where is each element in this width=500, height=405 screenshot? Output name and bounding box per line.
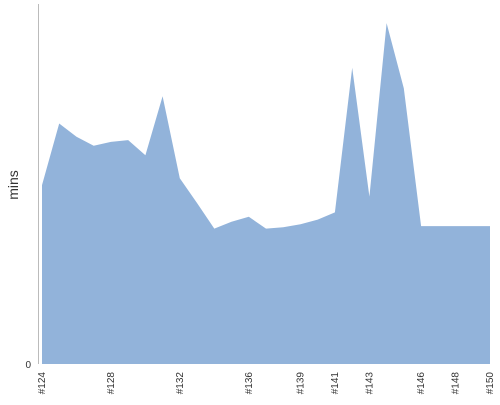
y-axis-title: mins: [5, 170, 21, 200]
area-layer: [42, 23, 490, 364]
area-series: [42, 23, 490, 364]
x-tick-label-8: #148: [451, 372, 462, 395]
x-axis-ticks: #124 #128 #132 #136 #139 #141 #143 #146 #148 #150: [37, 372, 496, 395]
x-tick-label-4: #139: [296, 372, 307, 395]
x-tick-label-5: #141: [330, 372, 341, 395]
x-tick-label-1: #128: [106, 372, 117, 395]
x-tick-label-7: #146: [416, 372, 427, 395]
x-tick-label-2: #132: [175, 372, 186, 395]
y-tick-label-0: 0: [25, 360, 31, 371]
x-tick-label-0: #124: [37, 372, 48, 395]
x-tick-label-6: #143: [364, 372, 375, 395]
x-tick-label-9: #150: [485, 372, 496, 395]
x-tick-label-3: #136: [244, 372, 255, 395]
